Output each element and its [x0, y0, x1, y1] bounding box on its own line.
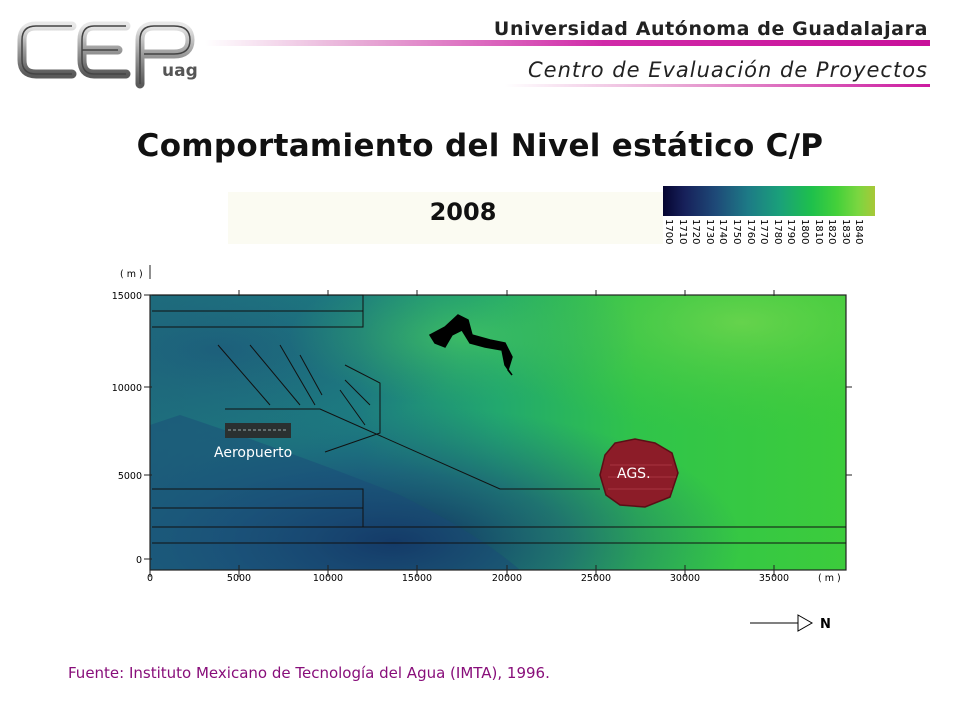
color-scale-tick-label: 1820	[826, 219, 838, 245]
north-label: N	[820, 617, 831, 632]
color-scale-tick: 1800	[799, 219, 813, 253]
color-scale-tick: 1830	[840, 219, 854, 253]
color-scale-tick-label: 1810	[812, 219, 824, 245]
y-tick-label: 15000	[112, 291, 142, 302]
color-scale-tick: 1720	[690, 219, 704, 253]
x-tick-label: 5000	[227, 573, 251, 584]
color-scale-tick: 1710	[677, 219, 691, 253]
airport-marker	[225, 423, 291, 438]
dam-river-feature	[428, 314, 513, 376]
header-rule-top	[205, 40, 930, 46]
x-tick-label: 20000	[492, 573, 522, 584]
header-rule-bottom	[505, 84, 930, 87]
color-scale-tick-label: 1710	[676, 219, 688, 245]
north-arrow: N	[750, 614, 831, 632]
color-scale-tick-label: 1800	[799, 219, 810, 245]
center-name: Centro de Evaluación de Proyectos	[528, 58, 928, 82]
color-scale-tick: 1700	[663, 219, 677, 253]
y-axis-unit: ( m )	[120, 269, 143, 280]
color-scale-tick-label: 1730	[703, 219, 715, 245]
color-scale-tick: 1810	[813, 219, 827, 253]
map-features	[152, 294, 846, 544]
x-tick-label: 35000	[759, 573, 789, 584]
color-scale-tick: 1730	[704, 219, 718, 253]
source-note: Fuente: Instituto Mexicano de Tecnología…	[68, 664, 550, 682]
cep-uag-logo: uag	[17, 21, 198, 89]
year-box	[228, 192, 663, 244]
map-axes	[144, 265, 852, 577]
logo-uag-text: uag	[162, 61, 198, 81]
color-scale-tick-label: 1720	[690, 219, 702, 245]
color-scale-tick-label: 1760	[744, 219, 756, 245]
university-name: Universidad Autónoma de Guadalajara	[493, 18, 928, 40]
color-scale-tick-label: 1770	[758, 219, 770, 245]
y-tick-label: 0	[136, 555, 142, 566]
x-tick-label: 25000	[581, 573, 611, 584]
year-label: 2008	[429, 198, 497, 226]
color-scale-tick: 1740	[717, 219, 731, 253]
piezometric-map: Aeropuerto AGS. ( m ) 15000 10000 5000	[112, 265, 852, 584]
y-tick-label: 5000	[118, 471, 142, 482]
color-scale-tick: 1760	[745, 219, 759, 253]
city-label: AGS.	[617, 466, 651, 482]
color-scale-tick-label: 1740	[717, 219, 729, 245]
x-tick-label: 15000	[402, 573, 432, 584]
color-scale-tick-label: 1750	[731, 219, 742, 245]
x-axis-unit: ( m )	[818, 573, 841, 584]
color-scale-tick: 1820	[826, 219, 840, 253]
x-tick-label: 30000	[670, 573, 700, 584]
x-tick-label: 10000	[313, 573, 343, 584]
color-scale-tick: 1770	[758, 219, 772, 253]
color-scale-tick-label: 1780	[771, 219, 783, 245]
color-scale-tick-label: 1830	[839, 219, 851, 245]
color-scale-tick-label: 1790	[785, 219, 797, 245]
y-tick-label: 10000	[112, 383, 142, 394]
city-area	[599, 438, 679, 508]
color-scale-tick: 1840	[853, 219, 867, 253]
color-scale-tick: 1750	[731, 219, 745, 253]
x-tick-label: 0	[147, 573, 153, 584]
slide-title: Comportamiento del Nivel estático C/P	[136, 128, 824, 164]
color-scale-bar	[663, 186, 875, 216]
airport-label: Aeropuerto	[214, 445, 292, 461]
color-scale-tick-label: 1840	[853, 219, 865, 245]
color-scale-tick: 1790	[785, 219, 799, 253]
color-scale-tick-label: 1700	[663, 219, 674, 245]
color-scale-tick: 1780	[772, 219, 786, 253]
